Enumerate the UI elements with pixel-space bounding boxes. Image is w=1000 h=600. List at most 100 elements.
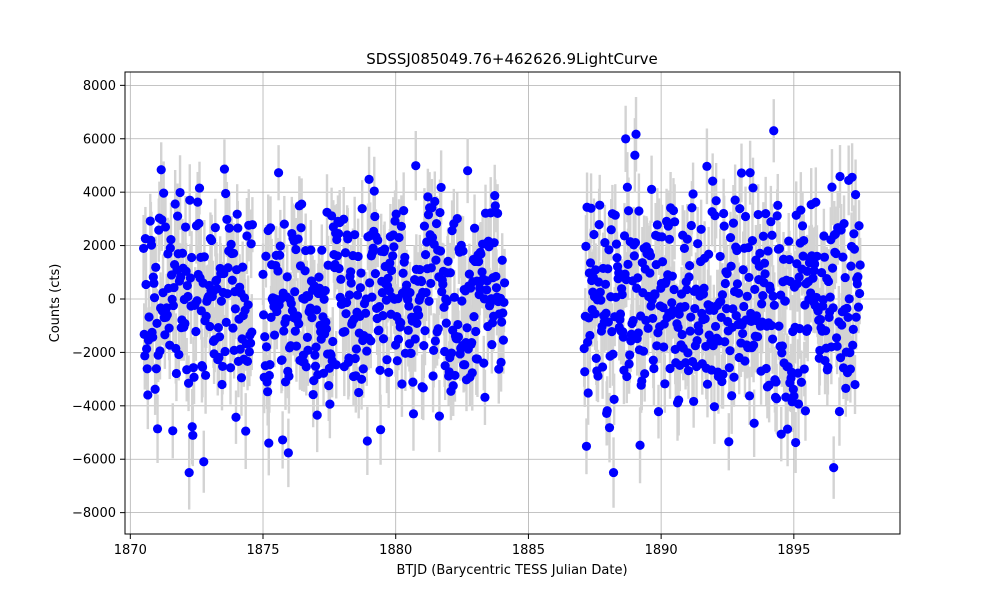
data-point [699,283,709,293]
data-point [211,275,222,285]
data-point [159,188,169,198]
data-point [809,265,819,276]
data-point [187,252,197,263]
data-point [761,363,771,374]
data-point [625,350,635,360]
data-point [241,426,251,436]
data-point [603,264,613,274]
data-point [839,218,849,229]
data-point [596,295,606,305]
data-point [264,370,274,381]
data-point [446,348,457,358]
data-point [808,273,818,283]
data-point [382,355,392,365]
data-point [192,296,202,306]
data-point [789,391,799,401]
data-point [176,272,186,282]
data-point [336,274,346,284]
data-point [453,319,463,330]
data-point [431,219,442,229]
data-point [834,406,845,417]
data-point [622,182,632,192]
data-point [218,361,228,372]
data-point [479,358,489,368]
data-point [581,441,592,451]
data-point [341,309,351,319]
data-point [286,298,296,309]
data-point [214,352,224,363]
data-point [593,277,604,287]
data-point [631,129,641,139]
y-tick-label: −2000 [72,346,116,361]
data-point [247,220,257,230]
data-point [855,288,865,299]
data-point [351,344,361,354]
data-point [586,203,596,213]
x-tick-label: 1885 [512,543,545,558]
data-point [477,267,487,277]
data-point [742,291,752,301]
data-point [327,211,337,221]
data-point [674,309,684,319]
data-point [469,312,479,322]
data-point [633,273,643,283]
data-point [174,349,184,360]
data-point [238,262,248,272]
data-point [370,268,381,279]
data-point [823,276,834,287]
data-point [793,399,804,409]
data-point [205,321,215,332]
data-point [848,324,858,335]
data-point [835,171,845,182]
data-point [265,223,276,233]
data-point [722,269,732,279]
y-tick-label: −8000 [72,506,116,521]
data-point [657,232,667,242]
data-point [214,332,225,342]
data-point [331,360,341,370]
data-point [185,195,195,205]
data-point [823,362,833,372]
data-point [486,208,496,218]
data-point [740,211,751,222]
data-point [152,424,163,434]
data-point [585,258,596,268]
data-point [222,214,232,225]
data-point [426,278,436,289]
data-point [852,279,862,289]
data-point [797,221,808,231]
data-point [493,208,503,219]
data-point [688,189,698,199]
data-point [433,324,443,334]
data-point [799,235,809,246]
data-point [149,278,159,288]
data-point [658,302,668,313]
data-point [652,341,662,351]
data-point [463,166,473,176]
data-point [301,362,311,372]
data-point [201,311,211,321]
data-point [728,304,738,314]
data-point [282,272,292,282]
data-point [844,294,854,304]
data-point [181,266,191,276]
data-point [177,248,188,258]
data-point [729,372,739,382]
data-point [217,379,227,390]
data-point [184,467,194,478]
data-point [680,358,691,368]
data-point [416,276,427,287]
data-point [774,321,784,331]
data-point [615,309,626,319]
data-point [708,176,718,186]
data-point [621,134,631,144]
data-point [744,272,754,283]
data-point [648,355,658,365]
data-point [702,161,712,171]
data-point [415,264,425,275]
data-point [378,334,389,344]
data-point [827,182,837,192]
data-point [772,394,782,404]
data-point [350,353,360,364]
data-point [324,380,334,391]
